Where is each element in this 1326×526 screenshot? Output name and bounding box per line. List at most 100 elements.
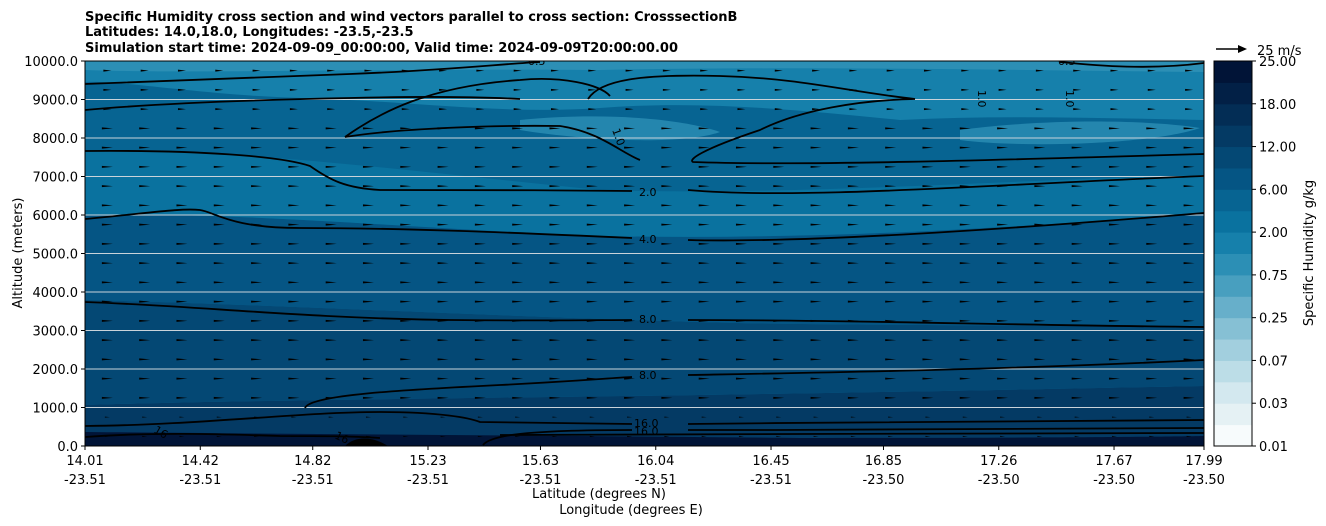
wind-vector (997, 185, 1009, 188)
colorbar-band (1214, 82, 1252, 105)
wind-vector (700, 108, 709, 111)
terrain-bump (345, 438, 388, 446)
wind-vector (959, 165, 971, 168)
y-tick-label: 1000.0 (33, 402, 79, 417)
contour-16-0-c (499, 432, 1204, 436)
wind-vector (1185, 88, 1194, 91)
wind-vector (698, 223, 710, 226)
wind-vector (215, 88, 224, 91)
wind-vector (213, 165, 225, 168)
wind-vector (477, 435, 483, 437)
wind-vector (698, 319, 710, 322)
wind-vector (922, 242, 934, 245)
wind-vector (624, 262, 636, 265)
wind-vector (362, 204, 374, 207)
wind-vector (437, 339, 449, 342)
wind-vector (701, 435, 707, 437)
wind-vector (549, 377, 561, 380)
wind-vector (586, 281, 598, 284)
wind-vector (513, 69, 522, 72)
wind-vector (1034, 300, 1046, 303)
wind-vector (885, 339, 897, 342)
wind-vector (139, 262, 151, 265)
wind-vector (661, 262, 673, 265)
colorbar-tick-label: 25.00 (1259, 55, 1296, 70)
colorbar-tick-label: 0.03 (1259, 397, 1288, 412)
wind-vector (661, 377, 673, 380)
x-tick-label-lat: 17.67 (1095, 454, 1132, 469)
wind-vector (400, 185, 412, 188)
contour-2-0 (85, 149, 1204, 195)
wind-vector (589, 416, 595, 418)
wind-vector (512, 127, 524, 130)
wind-vector (213, 204, 225, 207)
wind-vector (997, 127, 1009, 130)
wind-vector (1186, 416, 1192, 418)
wind-vector (847, 204, 859, 207)
wind-vector (288, 300, 300, 303)
humidity-patch-light (520, 116, 720, 141)
wind-vector (176, 319, 188, 322)
wind-vector (213, 185, 225, 188)
wind-vector (362, 185, 374, 188)
wind-vector (810, 377, 822, 380)
wind-vector (328, 416, 334, 418)
wind-vector (738, 416, 744, 418)
wind-vector (288, 242, 300, 245)
wind-vector (586, 377, 598, 380)
wind-vector (959, 204, 971, 207)
wind-vector (325, 319, 337, 322)
wind-vector (737, 69, 746, 72)
wind-vector (810, 339, 822, 342)
wind-vector (251, 377, 263, 380)
wind-vector (213, 281, 225, 284)
wind-vector (773, 300, 785, 303)
wind-vector (365, 416, 371, 418)
wind-vector (400, 339, 412, 342)
wind-vector (888, 435, 894, 437)
wind-vector (847, 185, 859, 188)
wind-vector (962, 435, 968, 437)
wind-vector (624, 319, 636, 322)
wind-vector (1034, 127, 1046, 130)
contour-label: 16 (152, 423, 171, 441)
wind-vector (997, 300, 1009, 303)
wind-vector (1110, 88, 1119, 91)
wind-vector (476, 88, 485, 91)
wind-vector (362, 339, 374, 342)
wind-vector (1108, 165, 1120, 168)
wind-vector (735, 242, 747, 245)
wind-vector (251, 204, 263, 207)
wind-vector (512, 319, 524, 322)
wind-vector (1111, 416, 1117, 418)
wind-vector (288, 165, 300, 168)
wind-vector (773, 377, 785, 380)
wind-vector (735, 262, 747, 265)
x-tick-label-lon: -23.51 (64, 473, 106, 488)
wind-vector (325, 377, 337, 380)
wind-vector (810, 396, 822, 399)
colorbar-band (1214, 232, 1252, 254)
wind-vector (401, 88, 410, 91)
wind-vector (735, 281, 747, 284)
wind-vector (550, 88, 559, 91)
wind-vector (661, 358, 673, 361)
wind-vector (512, 242, 524, 245)
wind-vector (437, 262, 449, 265)
wind-vector (735, 358, 747, 361)
colorbar-tick-label: 12.00 (1259, 141, 1296, 156)
wind-vector (437, 377, 449, 380)
wind-vector (213, 127, 225, 130)
wind-vector (847, 319, 859, 322)
wind-vector (1183, 396, 1195, 399)
wind-vector (847, 281, 859, 284)
wind-vector (812, 108, 821, 111)
x-tick-label-lon: -23.51 (179, 473, 221, 488)
chart-title-line-1: Specific Humidity cross section and wind… (85, 10, 737, 25)
wind-vector (515, 416, 521, 418)
wind-vector (624, 300, 636, 303)
wind-vector (664, 416, 670, 418)
wind-vector (997, 242, 1009, 245)
wind-vector (1108, 377, 1120, 380)
wind-vector (738, 435, 744, 437)
